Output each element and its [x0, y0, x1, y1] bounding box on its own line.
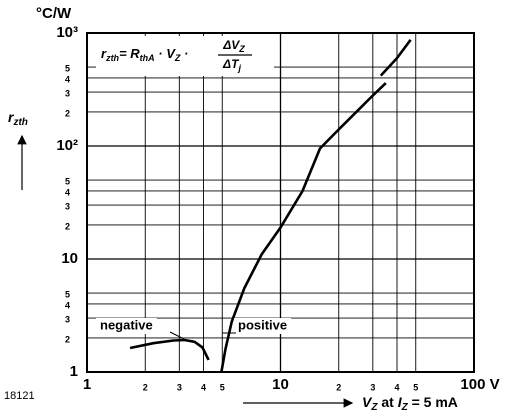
- y-tick-label: 3: [65, 201, 70, 211]
- label-box: [234, 318, 292, 334]
- x-tick-label: 10: [272, 376, 289, 393]
- curve: [129, 338, 210, 361]
- x-tick-label: 2: [143, 382, 148, 392]
- y-tick-label: 1: [70, 363, 78, 380]
- y-tick-label: 3: [65, 88, 70, 98]
- x-tick-label: 3: [370, 382, 375, 392]
- plot-frame: [86, 32, 475, 373]
- formula-box: [96, 36, 274, 76]
- x-tick-label: 3: [177, 382, 182, 392]
- y-label: rzth: [8, 109, 28, 128]
- y-tick-label: 5: [65, 289, 70, 299]
- y-tick-label: 4: [65, 187, 70, 197]
- y-tick-label: 2: [65, 108, 70, 118]
- y-tick-label: 5: [65, 176, 70, 186]
- y-tick-label: 4: [65, 74, 70, 84]
- unit-label: °C/W: [36, 5, 72, 22]
- x-tick-label: 4: [201, 382, 206, 392]
- series-label: negative: [100, 317, 153, 332]
- y-tick-label: 2: [65, 221, 70, 231]
- y-tick-label: 4: [65, 300, 70, 310]
- series-label: positive: [238, 317, 287, 332]
- x-tick-label: 1: [83, 376, 91, 393]
- y-tick-label: 10³: [56, 24, 78, 41]
- figure-number: 18121: [4, 390, 35, 402]
- label-leader: [169, 331, 185, 340]
- x-tick-label: 100 V: [460, 376, 499, 393]
- x-label: VZ at IZ = 5 mA: [362, 394, 458, 413]
- y-tick-label: 3: [65, 314, 70, 324]
- x-tick-label: 5: [413, 382, 418, 392]
- y-tick-label: 10²: [56, 137, 78, 154]
- formula: rzth= RthA · VZ ·: [101, 46, 192, 63]
- curve: [220, 39, 412, 373]
- formula-denominator: ΔTj: [222, 57, 241, 73]
- y-tick-label: 5: [65, 63, 70, 73]
- x-tick-label: 4: [394, 382, 399, 392]
- y-tick-label: 10: [61, 250, 78, 267]
- y-tick-label: 2: [65, 334, 70, 344]
- x-tick-label: 5: [220, 382, 225, 392]
- label-box: [96, 318, 157, 334]
- formula-numerator: ΔVZ: [222, 38, 245, 54]
- x-tick-label: 2: [336, 382, 341, 392]
